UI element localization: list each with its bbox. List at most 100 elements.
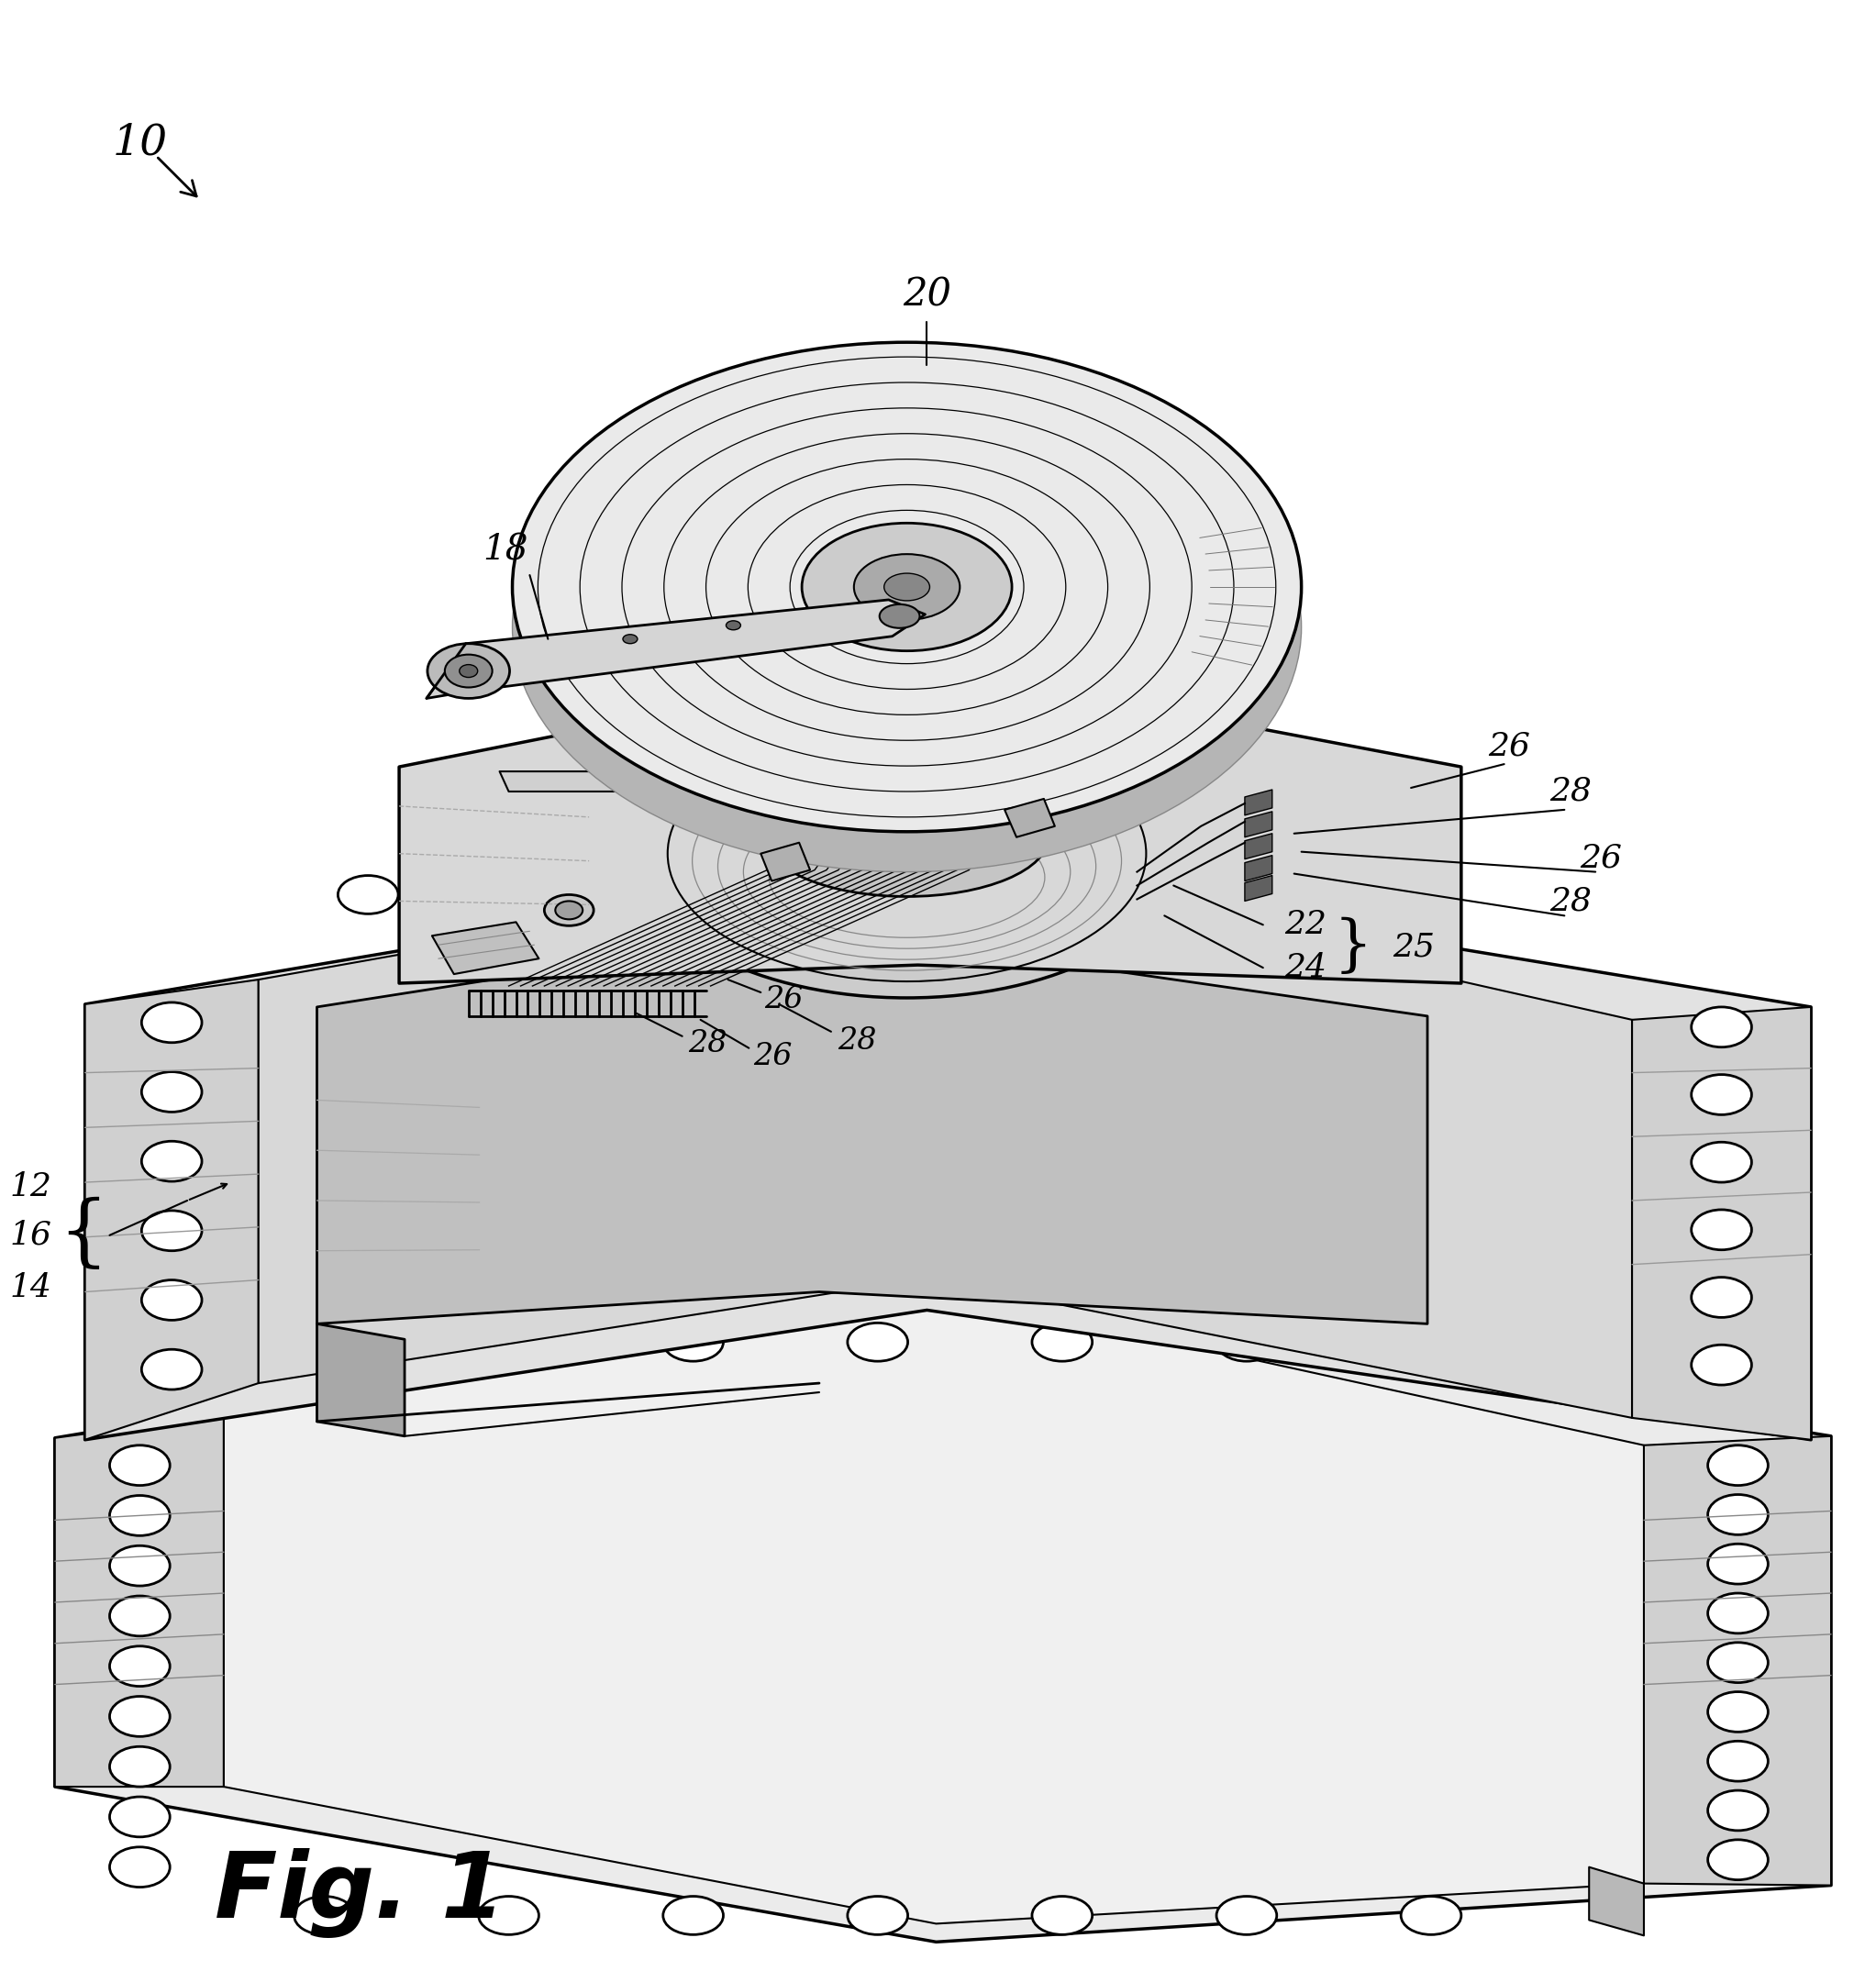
Ellipse shape (765, 702, 1049, 821)
Ellipse shape (445, 654, 492, 688)
Ellipse shape (478, 1322, 538, 1362)
Ellipse shape (428, 644, 510, 698)
Polygon shape (54, 1415, 223, 1786)
Text: }: } (1334, 918, 1373, 977)
Text: 28: 28 (1550, 886, 1593, 916)
Polygon shape (431, 922, 538, 973)
Ellipse shape (512, 343, 1302, 832)
Polygon shape (762, 842, 810, 880)
Ellipse shape (1692, 1074, 1752, 1114)
Polygon shape (1246, 856, 1272, 880)
Ellipse shape (1032, 1322, 1092, 1362)
Polygon shape (1246, 876, 1272, 902)
Text: 10: 10 (113, 123, 167, 165)
Ellipse shape (1707, 1494, 1767, 1534)
Ellipse shape (765, 777, 1049, 896)
Polygon shape (400, 664, 1461, 983)
Polygon shape (259, 860, 1632, 1417)
Ellipse shape (109, 1847, 171, 1887)
Text: 26: 26 (754, 1043, 792, 1070)
Ellipse shape (512, 383, 1302, 872)
Polygon shape (84, 979, 259, 1439)
Ellipse shape (1216, 1897, 1278, 1934)
Ellipse shape (141, 1280, 203, 1320)
Ellipse shape (109, 1798, 171, 1837)
Text: Fig. 1: Fig. 1 (214, 1847, 505, 1938)
Text: 28: 28 (688, 1029, 726, 1058)
Polygon shape (1006, 799, 1054, 836)
Polygon shape (499, 771, 837, 791)
Ellipse shape (662, 1897, 724, 1934)
Polygon shape (1246, 789, 1272, 815)
Ellipse shape (1692, 1276, 1752, 1318)
Text: 28: 28 (837, 1027, 876, 1056)
Polygon shape (317, 1324, 405, 1437)
Ellipse shape (1105, 876, 1165, 914)
Ellipse shape (141, 1142, 203, 1181)
Ellipse shape (1401, 1897, 1461, 1934)
Text: 26: 26 (1488, 729, 1531, 761)
Ellipse shape (1692, 1209, 1752, 1251)
Ellipse shape (1707, 1445, 1767, 1485)
Ellipse shape (880, 605, 919, 628)
Ellipse shape (555, 902, 583, 920)
Text: 26: 26 (764, 985, 803, 1015)
Ellipse shape (460, 664, 478, 678)
Text: 16: 16 (9, 1219, 53, 1251)
Ellipse shape (1707, 1594, 1767, 1633)
Polygon shape (84, 860, 1810, 1439)
Ellipse shape (1707, 1839, 1767, 1879)
Ellipse shape (338, 876, 398, 914)
Polygon shape (317, 928, 1428, 1324)
Ellipse shape (109, 1496, 171, 1536)
Polygon shape (54, 1290, 1831, 1942)
Polygon shape (1246, 811, 1272, 836)
Text: 26: 26 (1580, 842, 1623, 874)
Polygon shape (426, 601, 925, 698)
Ellipse shape (141, 1003, 203, 1043)
Ellipse shape (109, 1596, 171, 1635)
Ellipse shape (109, 1746, 171, 1786)
Ellipse shape (295, 1322, 355, 1362)
Ellipse shape (848, 1897, 908, 1934)
Polygon shape (1643, 1437, 1831, 1885)
Ellipse shape (623, 634, 638, 644)
Ellipse shape (544, 894, 593, 926)
Ellipse shape (1692, 1007, 1752, 1046)
Ellipse shape (295, 1897, 355, 1934)
Text: 12: 12 (9, 1171, 53, 1203)
Text: {: { (58, 1197, 109, 1272)
Ellipse shape (109, 1546, 171, 1586)
Ellipse shape (109, 1445, 171, 1485)
Ellipse shape (726, 620, 741, 630)
Ellipse shape (1692, 1346, 1752, 1385)
Text: 24: 24 (1285, 951, 1326, 983)
Ellipse shape (1707, 1693, 1767, 1732)
Ellipse shape (801, 523, 1011, 650)
Ellipse shape (1692, 1142, 1752, 1183)
Ellipse shape (662, 1322, 724, 1362)
Ellipse shape (109, 1647, 171, 1687)
Ellipse shape (1032, 1897, 1092, 1934)
Polygon shape (1246, 834, 1272, 858)
Ellipse shape (1401, 1322, 1461, 1362)
Text: 20: 20 (902, 275, 951, 313)
Ellipse shape (884, 573, 930, 601)
Ellipse shape (634, 710, 1178, 997)
Polygon shape (223, 1290, 1643, 1925)
Text: 22: 22 (1285, 910, 1326, 939)
Text: 14: 14 (9, 1272, 53, 1302)
Ellipse shape (1707, 1544, 1767, 1584)
Polygon shape (1589, 1867, 1643, 1936)
Ellipse shape (1707, 1790, 1767, 1831)
Polygon shape (1632, 1007, 1810, 1439)
Ellipse shape (529, 876, 589, 914)
Ellipse shape (478, 1897, 538, 1934)
Ellipse shape (141, 1350, 203, 1389)
Ellipse shape (1296, 876, 1356, 914)
Ellipse shape (1216, 1322, 1278, 1362)
Text: 25: 25 (1392, 932, 1435, 963)
Ellipse shape (1707, 1740, 1767, 1782)
Text: 18: 18 (482, 533, 527, 567)
Ellipse shape (109, 1697, 171, 1736)
